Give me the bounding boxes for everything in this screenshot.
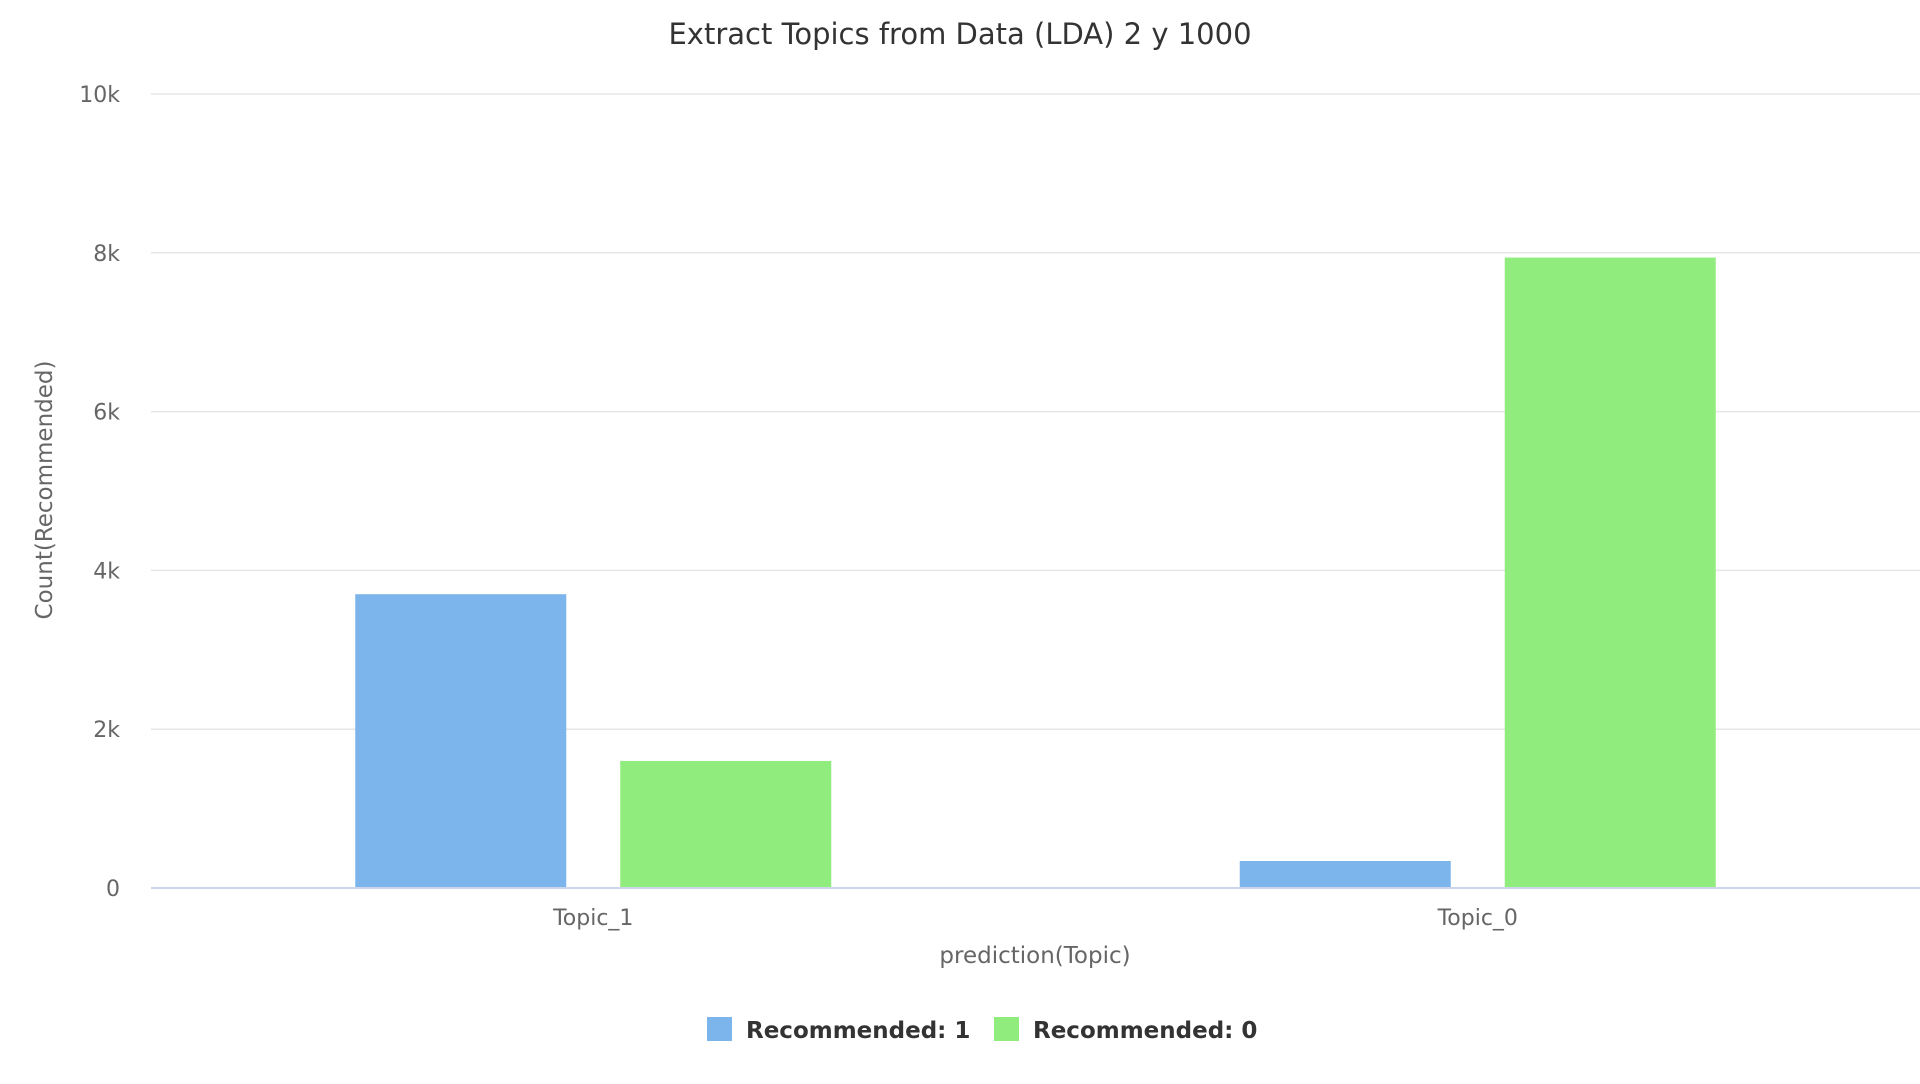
x-axis-title: prediction(Topic) — [939, 943, 1130, 969]
legend-swatch — [994, 1017, 1019, 1041]
y-tick-label: 2k — [93, 718, 120, 743]
y-tick-label: 10k — [79, 83, 120, 108]
legend: Recommended: 1 Recommended: 0 — [707, 1017, 1257, 1044]
y-tick-label: 8k — [93, 242, 120, 267]
bar-topic-0-series-1[interactable] — [1504, 257, 1716, 889]
bar-topic-0-series-0[interactable] — [1239, 861, 1451, 888]
y-tick-label: 0 — [106, 877, 120, 902]
x-tick-label: Topic_0 — [1437, 906, 1518, 931]
y-tick-label: 4k — [93, 559, 120, 584]
x-tick-label: Topic_1 — [552, 906, 633, 931]
y-axis-ticks: 0 2k 4k 6k 8k 10k — [79, 83, 120, 902]
legend-item-series-0[interactable]: Recommended: 1 — [707, 1017, 970, 1044]
x-axis-ticks: Topic_1 Topic_0 — [552, 906, 1518, 931]
y-tick-label: 6k — [93, 401, 120, 426]
y-axis-title: Count(Recommended) — [32, 361, 58, 620]
bars — [355, 257, 1716, 889]
legend-label: Recommended: 0 — [1033, 1018, 1257, 1044]
legend-item-series-1[interactable]: Recommended: 0 — [994, 1017, 1257, 1044]
chart-title: Extract Topics from Data (LDA) 2 y 1000 — [668, 17, 1251, 51]
legend-swatch — [707, 1017, 732, 1041]
bar-topic-1-series-1[interactable] — [620, 760, 832, 888]
bar-topic-1-series-0[interactable] — [355, 594, 567, 888]
legend-label: Recommended: 1 — [746, 1018, 970, 1044]
